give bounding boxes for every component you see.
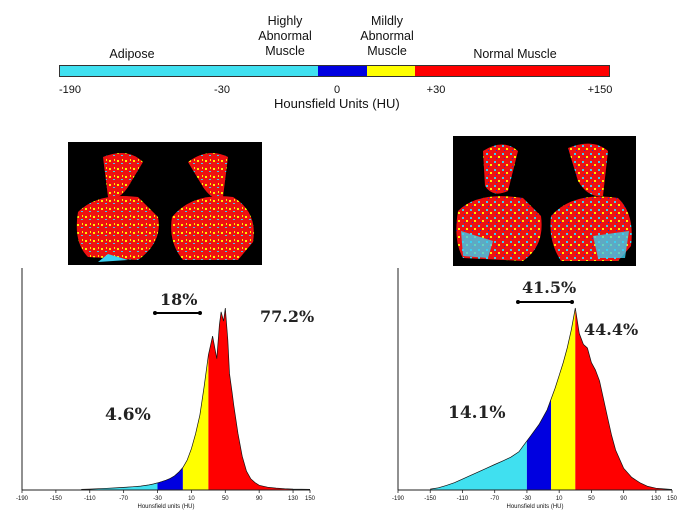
x-tick-label: 10 — [556, 496, 563, 502]
ct-scan-image-right — [453, 136, 636, 266]
scale-tick-label: -30 — [214, 84, 230, 96]
x-tick-label: -190 — [16, 496, 29, 502]
histogram-area-segment — [551, 308, 576, 490]
scale-segment-adipose — [60, 66, 319, 76]
histogram-area-segment — [430, 440, 527, 490]
bracket-end — [516, 300, 520, 304]
scale-segment-highly-abnormal — [318, 66, 367, 76]
x-axis-label: Hounsfield units (HU) — [506, 504, 563, 510]
x-tick-label: -150 — [50, 496, 63, 502]
percentage-label-normal: 44.4% — [584, 320, 638, 339]
percentage-label-abnormal: 18% — [160, 290, 197, 309]
percentage-label-adipose: 14.1% — [448, 403, 506, 423]
x-tick-label: 10 — [188, 496, 195, 502]
percentage-label-normal: 77.2% — [260, 307, 314, 326]
scale-title: Hounsfield Units (HU) — [274, 96, 400, 111]
x-tick-label: 50 — [222, 496, 229, 502]
bracket-end — [198, 311, 202, 315]
scale-label-adipose: Adipose — [109, 47, 155, 61]
x-tick-label: -70 — [119, 496, 128, 502]
percentage-label-adipose: 4.6% — [105, 405, 151, 425]
scale-segment-mildly-abnormal — [366, 66, 416, 76]
scale-label-normal-muscle: Normal Muscle — [473, 47, 557, 61]
ct-scan-image-left — [68, 142, 262, 265]
x-tick-label: -190 — [392, 496, 405, 502]
scale-tick-label: +150 — [587, 84, 613, 96]
scale-label-highly-abnormal: Highly Abnormal Muscle — [258, 14, 312, 58]
x-tick-label: 130 — [651, 496, 662, 502]
x-tick-label: 50 — [588, 496, 595, 502]
bracket-end — [153, 311, 157, 315]
histogram-area-segment — [182, 354, 209, 490]
x-tick-label: 90 — [256, 496, 263, 502]
x-tick-label: -110 — [457, 496, 469, 502]
scale-tick-label: -190 — [58, 84, 82, 96]
ct-scan-right-graphic — [456, 143, 632, 261]
bracket-end — [570, 300, 574, 304]
scale-tick-label: +30 — [426, 84, 446, 96]
histogram-area-segment — [575, 308, 672, 490]
histogram-outline — [430, 307, 673, 490]
ct-scan-left-graphic — [76, 153, 254, 262]
histogram-outline — [81, 307, 311, 490]
percentage-label-abnormal: 41.5% — [522, 278, 576, 297]
x-tick-label: 130 — [288, 496, 299, 502]
x-tick-label: -30 — [523, 496, 532, 502]
histogram-area-segment — [526, 399, 552, 490]
x-tick-label: 150 — [305, 496, 316, 502]
x-axis-label: Hounsfield units (HU) — [137, 504, 194, 510]
x-tick-label: 150 — [667, 496, 678, 502]
scale-segment-normal-muscle — [415, 66, 609, 76]
scale-tick-label: 0 — [333, 84, 341, 96]
x-tick-label: -110 — [84, 496, 96, 502]
x-tick-label: 90 — [620, 496, 627, 502]
histogram-area-segment — [81, 482, 158, 490]
x-tick-label: -30 — [153, 496, 162, 502]
x-tick-label: -70 — [490, 496, 499, 502]
scale-label-mildly-abnormal: Mildly Abnormal Muscle — [360, 14, 414, 58]
x-tick-label: -150 — [424, 496, 437, 502]
scale-bar — [59, 65, 610, 77]
histogram-area-segment — [208, 308, 310, 490]
